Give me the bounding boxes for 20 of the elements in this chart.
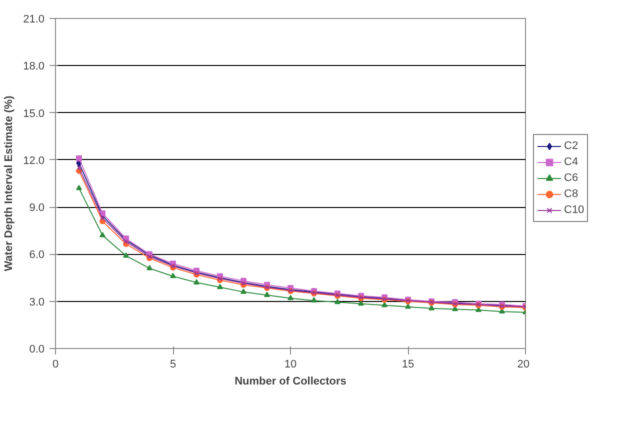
x-axis-title: Number of Collectors <box>234 376 346 388</box>
x-tick-label: 10 <box>284 358 297 370</box>
y-tick-label: 18.0 <box>23 60 45 73</box>
y-tick-label: 3.0 <box>29 296 45 308</box>
legend-label: C8 <box>564 187 580 202</box>
y-tick-label: 15.0 <box>23 108 45 120</box>
x-tick-label: 0 <box>52 358 59 370</box>
x-tick-label: 20 <box>517 358 530 370</box>
y-axis-title: Water Depth Interval Estimate (%) <box>3 95 16 272</box>
y-tick-label: 9.0 <box>29 202 45 214</box>
y-tick-label: 6.0 <box>29 249 45 262</box>
x-tick-label: 15 <box>402 358 414 370</box>
y-tick-label: 12.0 <box>23 154 45 167</box>
legend-label: C4 <box>564 155 580 170</box>
y-tick-label: 21.0 <box>23 14 45 26</box>
y-tick-label: 0.0 <box>29 344 45 356</box>
legend-label: C6 <box>564 171 580 186</box>
legend-label: C10 <box>564 203 584 218</box>
legend-label: C2 <box>564 139 580 154</box>
x-tick-label: 5 <box>170 358 176 370</box>
